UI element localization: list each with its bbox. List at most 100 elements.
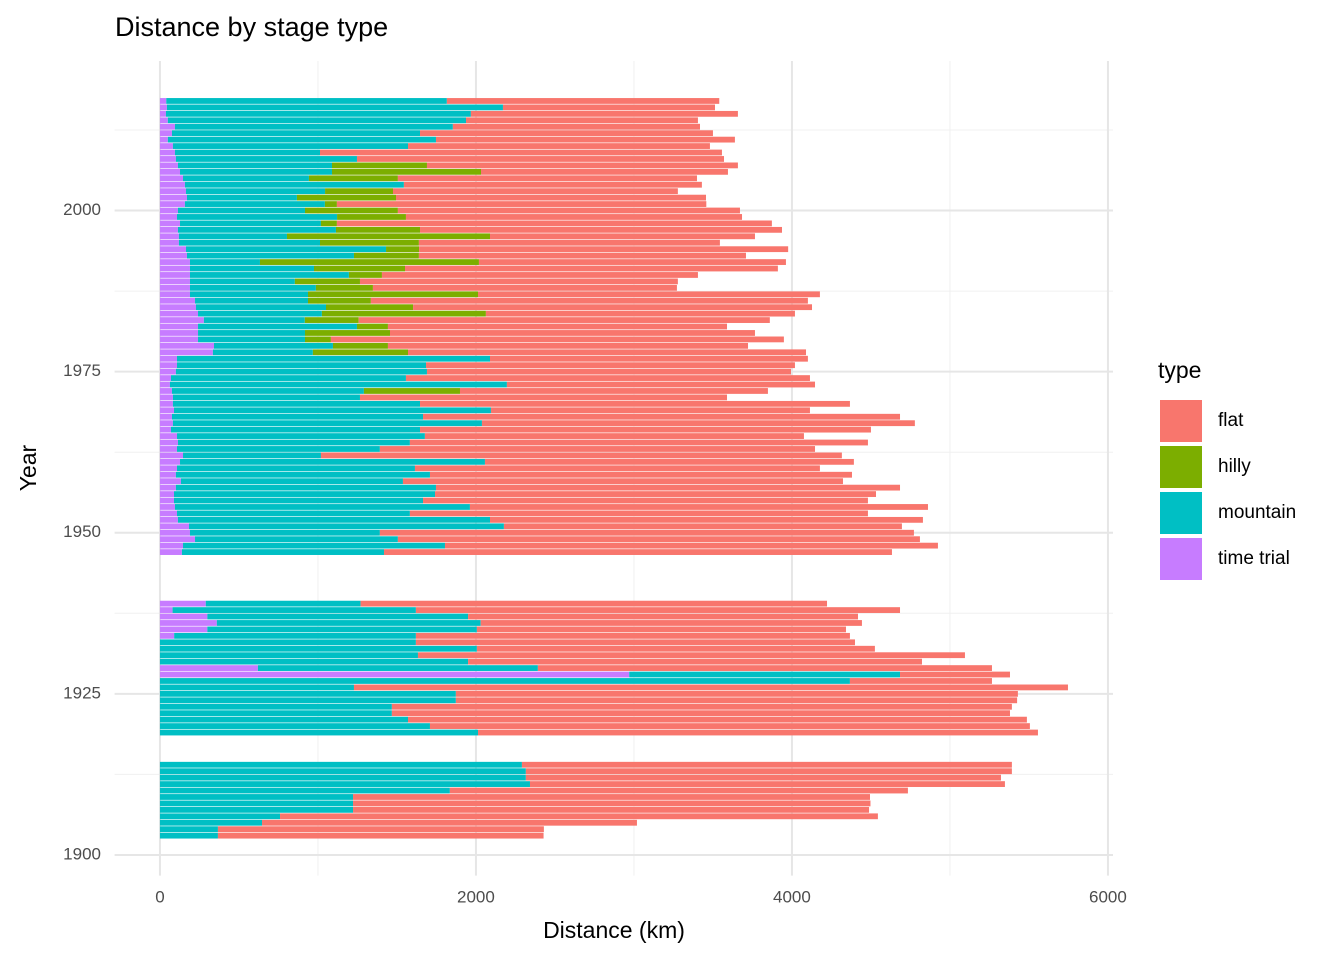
bar-segment: [525, 768, 1012, 775]
bar-segment: [159, 491, 175, 497]
bar-segment: [189, 529, 380, 536]
bar-segment: [159, 317, 204, 323]
bar-segment: [321, 310, 486, 317]
bar-segment: [184, 201, 325, 207]
bar-segment: [184, 181, 404, 188]
bar-segment: [159, 413, 172, 420]
chart-title: Distance by stage type: [115, 12, 388, 42]
bar-segment: [159, 542, 184, 549]
y-tick-label: 1950: [63, 522, 101, 541]
bar-segment: [189, 265, 314, 272]
legend-label: flat: [1218, 410, 1244, 431]
bar-segment: [178, 233, 287, 240]
bar-segment: [177, 446, 380, 452]
bar-segment: [435, 136, 735, 143]
bar-segment: [159, 310, 199, 317]
bar-segment: [452, 123, 700, 130]
bar-segment: [159, 523, 190, 530]
bar-segment: [198, 310, 322, 317]
bar-segment: [387, 323, 728, 330]
bar-segment: [420, 400, 850, 407]
bar-segment: [198, 323, 357, 330]
bar-segment: [159, 529, 190, 536]
bar-segment: [296, 194, 396, 201]
bar-segment: [353, 684, 1068, 691]
bar-segment: [389, 330, 755, 336]
bar-segment: [171, 413, 424, 420]
bar-segment: [189, 291, 308, 298]
y-axis-title: Year: [15, 444, 41, 491]
bar-segment: [159, 832, 218, 839]
bar-segment: [159, 723, 430, 729]
bar-segment: [159, 136, 168, 143]
bar-segment: [159, 420, 173, 427]
bar-segment: [490, 355, 808, 362]
bar-segment: [159, 819, 263, 826]
bar-segment: [159, 342, 214, 349]
bar-segment: [409, 439, 868, 446]
bar-segment: [370, 297, 808, 304]
bar-segment: [167, 136, 436, 143]
bar-segment: [490, 233, 755, 240]
bar-segment: [506, 381, 816, 388]
bar-segment: [397, 175, 697, 182]
legend-key: [1160, 400, 1202, 442]
bar-segment: [426, 162, 738, 169]
bar-segment: [490, 407, 810, 414]
bar-segment: [476, 645, 875, 652]
bar-segment: [183, 175, 309, 182]
bar-segment: [159, 381, 170, 388]
bar-segment: [304, 207, 398, 214]
bar-segment: [326, 304, 414, 311]
bar-segment: [324, 201, 337, 207]
bar-segment: [159, 117, 168, 124]
bar-segment: [304, 330, 390, 336]
bar-segment: [402, 478, 843, 485]
bar-segment: [381, 272, 698, 278]
bar-segment: [468, 658, 922, 665]
bar-segment: [177, 510, 410, 517]
bar-segment: [159, 684, 354, 691]
bar-segment: [203, 317, 305, 323]
bar-segment: [159, 330, 199, 336]
bar-segment: [159, 291, 190, 298]
bar-segment: [307, 291, 478, 298]
bar-segment: [159, 394, 173, 401]
bar-segment: [177, 355, 491, 362]
bar-segment: [477, 291, 820, 298]
bar-segment: [470, 110, 738, 117]
bar-segment: [419, 246, 789, 253]
bar-segment: [159, 781, 530, 787]
bar-segment: [435, 491, 877, 497]
bar-segment: [189, 259, 260, 265]
bar-segment: [629, 671, 901, 678]
bar-segment: [469, 504, 928, 510]
bar-segment: [195, 297, 308, 304]
bar-segment: [387, 342, 749, 349]
bar-segment: [325, 188, 393, 195]
bar-segment: [312, 349, 409, 356]
bar-segment: [308, 175, 398, 182]
bar-segment: [186, 188, 326, 195]
bar-segment: [159, 729, 478, 736]
bar-segment: [177, 214, 338, 220]
bar-segment: [455, 690, 1018, 697]
bar-segment: [159, 362, 178, 369]
bar-segment: [159, 671, 630, 678]
bar-segment: [159, 516, 178, 523]
bar-segment: [171, 426, 421, 433]
bar-segment: [525, 774, 1001, 781]
bar-segment: [172, 394, 360, 401]
legend: flat hilly mountain time trial: [1160, 400, 1296, 580]
bar-segment: [408, 143, 710, 149]
bar-segment: [405, 375, 810, 381]
bar-segment: [159, 188, 187, 195]
bar-segment: [503, 523, 902, 530]
bar-segment: [159, 458, 181, 465]
bar-segment: [217, 826, 544, 833]
bar-segment: [313, 265, 406, 272]
bar-segment: [159, 710, 392, 717]
x-tick-label: 4000: [773, 887, 811, 906]
bar-segment: [159, 181, 185, 188]
